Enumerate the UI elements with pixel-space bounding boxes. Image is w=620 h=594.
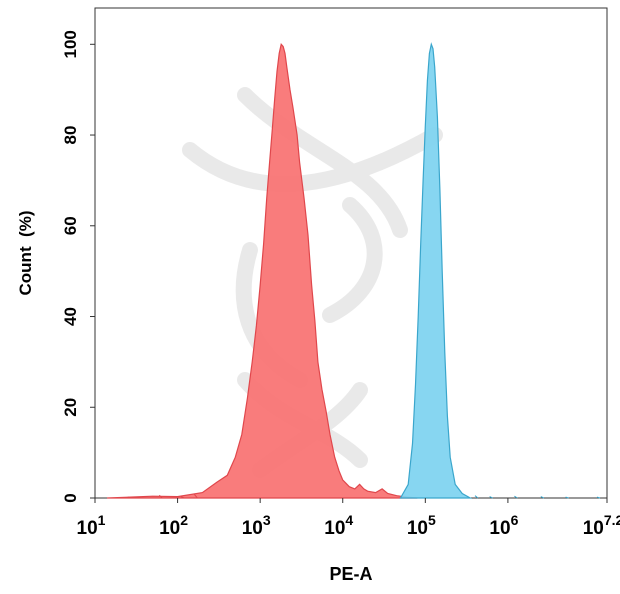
y-tick-label: 0 [61, 493, 80, 502]
baseline-noise-mark [514, 495, 518, 499]
baseline-noise-mark [474, 495, 479, 499]
baseline-noise-mark [158, 494, 163, 499]
histogram-area-1 [107, 43, 418, 499]
x-tick-exponent: 1 [98, 512, 106, 528]
baseline-noise-mark [489, 496, 493, 499]
x-tick-label: 107.2 [583, 512, 620, 539]
y-axis: 0 20 40 60 80 100 [61, 30, 95, 503]
x-axis-label: PE-A [329, 564, 372, 584]
x-tick-label: 101 [77, 512, 106, 539]
y-tick-label: 20 [61, 398, 80, 417]
histogram-area-2 [399, 42, 473, 499]
plot-frame [94, 7, 608, 499]
baseline-noise-mark [180, 496, 185, 499]
y-tick-label: 80 [61, 126, 80, 145]
x-tick-label: 105 [407, 512, 436, 539]
baseline-noise-mark [565, 496, 569, 499]
y-tick-label: 60 [61, 216, 80, 235]
y-tick-label: 100 [61, 30, 80, 58]
baseline-noise-mark [596, 496, 601, 499]
x-tick-base: 10 [407, 518, 428, 539]
x-tick-label: 102 [159, 512, 188, 539]
y-tick-label: 40 [61, 307, 80, 326]
x-tick-exponent: 2 [180, 512, 188, 528]
x-tick-exponent: 3 [263, 512, 271, 528]
x-axis: 101 102 103 104 105 106 107.2 [77, 498, 620, 539]
x-tick-base: 10 [242, 518, 263, 539]
x-tick-base: 10 [324, 518, 345, 539]
x-tick-exponent: 6 [511, 512, 519, 528]
x-tick-base: 10 [77, 518, 98, 539]
baseline-noise-mark [127, 496, 132, 499]
baseline-noise-mark [194, 494, 198, 499]
x-tick-exponent: 7.2 [604, 512, 620, 528]
x-tick-base: 10 [159, 518, 180, 539]
x-tick-exponent: 4 [345, 512, 353, 528]
x-tick-base: 10 [583, 518, 604, 539]
x-tick-label: 104 [324, 512, 353, 539]
baseline-noise-mark [540, 496, 545, 499]
y-axis-label: Count (%) [16, 211, 35, 296]
x-tick-label: 106 [489, 512, 518, 539]
plot-series [107, 42, 601, 499]
x-tick-exponent: 5 [428, 512, 436, 528]
x-tick-label: 103 [242, 512, 271, 539]
x-tick-base: 10 [489, 518, 510, 539]
